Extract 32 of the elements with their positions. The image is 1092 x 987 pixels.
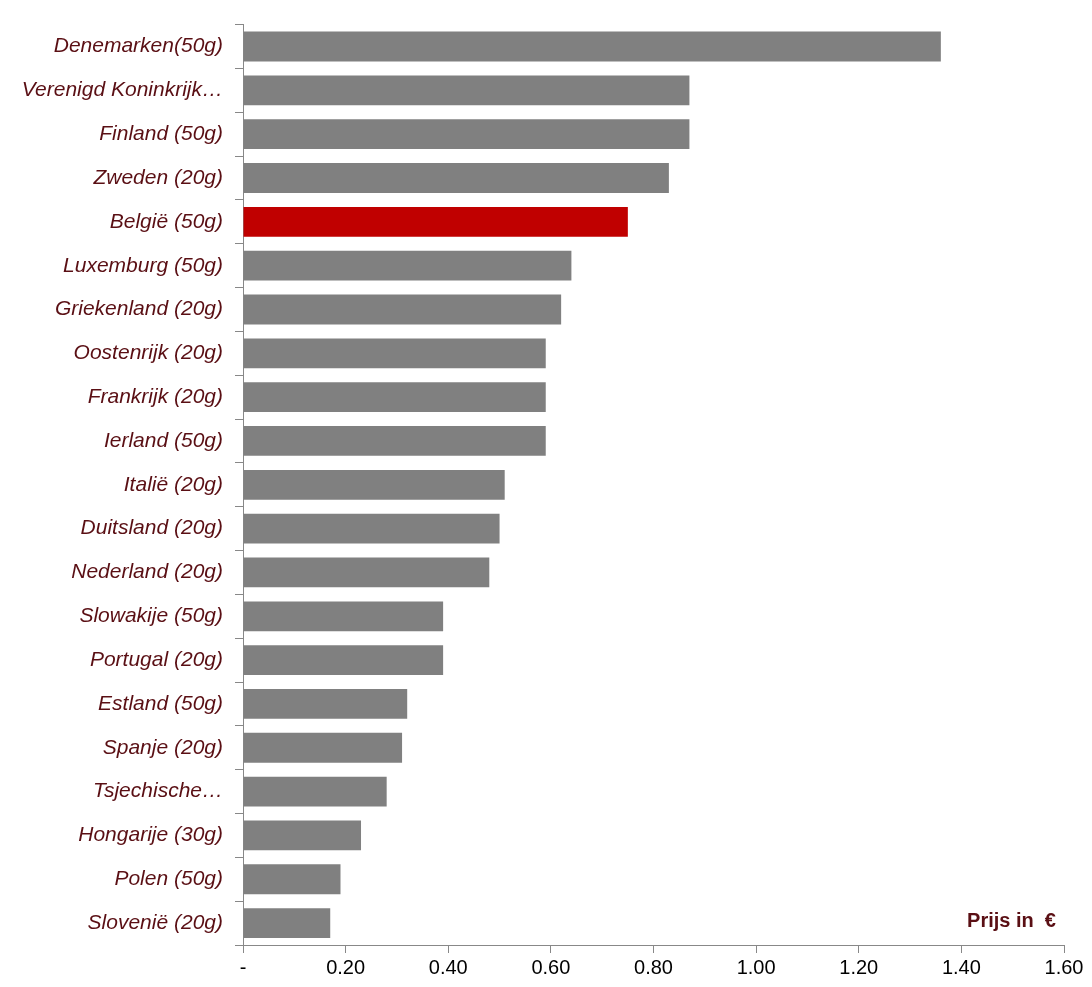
bar (243, 206, 628, 237)
y-tick-label: Griekenland (20g) (54, 296, 223, 320)
x-tick-label: 0.80 (634, 955, 673, 978)
x-tick-label: 0.20 (326, 955, 366, 978)
x-axis-title: Prijs in € (967, 908, 1056, 931)
y-tick-label: Nederland (20g) (71, 559, 223, 583)
x-tick-label: 1.20 (839, 955, 879, 978)
y-tick-label: Finland (50g) (99, 121, 223, 145)
y-tick-label: Polen (50g) (114, 866, 223, 890)
y-tick-label: Duitsland (20g) (80, 515, 223, 539)
y-tick-label: Estland (50g) (98, 690, 223, 714)
y-tick-label: Luxemburg (50g) (63, 252, 223, 276)
x-tick-label: 0.40 (428, 955, 468, 978)
x-tick-label: 1.00 (736, 955, 776, 978)
x-tick-label: 0.60 (531, 955, 571, 978)
y-tick-label: Oostenrijk (20g) (73, 340, 223, 364)
y-tick-label: Slovenië (20g) (87, 909, 223, 933)
y-tick-label: Spanje (20g) (102, 734, 223, 758)
y-tick-label: Zweden (20g) (92, 164, 223, 188)
y-tick-label: Slowakije (50g) (79, 603, 223, 627)
x-tick-label: - (239, 955, 247, 978)
y-tick-label: Frankrijk (20g) (87, 383, 223, 407)
y-tick-label: Portugal (20g) (89, 646, 223, 670)
y-tick-label: Tsjechische… (93, 778, 223, 802)
y-tick-label: Verenigd Koninkrijk… (21, 77, 223, 101)
y-tick-label: Ierland (50g) (103, 427, 223, 451)
y-tick-label: België (50g) (109, 208, 223, 232)
x-tick-label: 1.60 (1044, 955, 1084, 978)
y-tick-label: Italië (20g) (123, 471, 223, 495)
y-tick-label: Denemarken(50g) (53, 33, 223, 57)
x-tick-label: 1.40 (941, 955, 981, 978)
y-tick-label: Hongarije (30g) (78, 822, 223, 846)
